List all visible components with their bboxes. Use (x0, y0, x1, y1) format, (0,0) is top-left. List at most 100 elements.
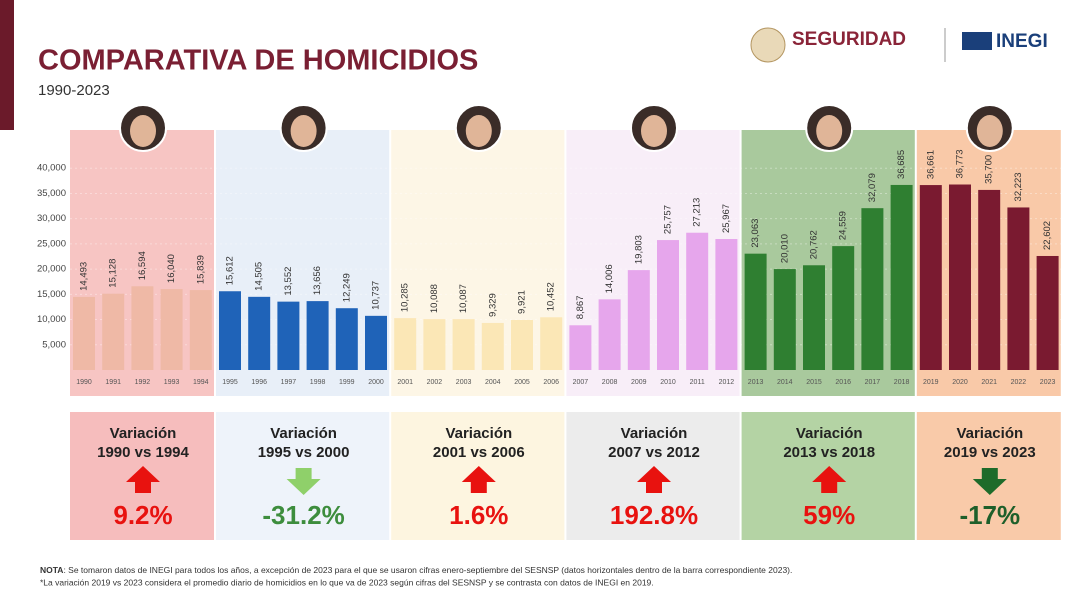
variation-arrow (972, 468, 1007, 495)
period-band (216, 130, 390, 396)
value-label: 23,063 (750, 219, 761, 248)
bar (423, 319, 446, 370)
variation-title: Variación (110, 425, 177, 442)
bar (832, 246, 855, 370)
bar (452, 319, 475, 370)
value-label: 36,685 (896, 150, 907, 179)
value-label: 22,602 (1042, 221, 1053, 250)
value-label: 19,803 (633, 235, 644, 264)
x-tick-label: 2009 (631, 379, 647, 386)
x-tick-label: 2023 (1040, 379, 1056, 386)
x-tick-label: 1998 (310, 379, 326, 386)
value-label: 13,656 (312, 266, 323, 295)
bar (715, 239, 738, 370)
portrait-face (641, 115, 667, 147)
portrait-face (465, 115, 492, 147)
variation-value: -31.2% (262, 500, 344, 530)
bar (861, 208, 884, 370)
y-tick-label: 15,000 (37, 289, 66, 300)
y-tick-label: 5,000 (42, 339, 66, 350)
x-tick-label: 2021 (981, 379, 997, 386)
x-tick-label: 2002 (427, 379, 443, 386)
x-tick-label: 2018 (894, 379, 910, 386)
variation-value: 1.6% (449, 500, 508, 530)
x-tick-label: 2010 (660, 379, 676, 386)
bar (511, 319, 533, 370)
x-tick-label: 2012 (719, 379, 735, 386)
value-label: 8,867 (575, 295, 586, 319)
logo-seguridad: SEGURIDAD (792, 29, 906, 50)
bar (686, 232, 709, 370)
value-label: 10,737 (371, 281, 382, 310)
variation-value: 192.8% (610, 500, 698, 530)
value-label: 27,213 (692, 198, 703, 227)
value-label: 25,967 (721, 204, 732, 233)
y-tick-label: 35,000 (37, 188, 66, 199)
value-label: 10,087 (458, 284, 469, 313)
bar (248, 296, 271, 370)
variation-title: Variación (270, 425, 337, 442)
portrait-face (290, 115, 317, 147)
bar (803, 265, 825, 370)
variation-arrow (461, 466, 496, 493)
bar (773, 269, 796, 370)
variation-range: 2019 vs 2023 (944, 444, 1036, 461)
x-tick-label: 2004 (485, 379, 501, 386)
variation-value: 9.2% (113, 500, 172, 530)
variation-arrow (126, 466, 160, 493)
value-label: 14,006 (604, 264, 615, 293)
x-tick-label: 2001 (397, 379, 413, 386)
y-tick-label: 40,000 (37, 163, 66, 174)
bar (627, 270, 650, 370)
y-tick-label: 20,000 (37, 264, 66, 275)
portrait-face (130, 115, 156, 147)
bar (919, 185, 942, 370)
variation-range: 2007 vs 2012 (608, 444, 700, 461)
x-tick-label: 2016 (835, 379, 851, 386)
bar (102, 293, 125, 370)
variation-range: 1995 vs 2000 (258, 444, 350, 461)
variation-range: 2013 vs 2018 (783, 444, 875, 461)
x-tick-label: 2022 (1011, 379, 1027, 386)
value-label: 10,452 (546, 282, 557, 311)
x-tick-label: 2013 (748, 379, 764, 386)
bar (569, 325, 592, 370)
value-label: 32,223 (1013, 172, 1024, 201)
bar (131, 286, 154, 370)
variation-title: Variación (621, 425, 688, 442)
bar (219, 291, 241, 370)
note-text: : Se tomaron datos de INEGI para todos l… (63, 565, 792, 575)
value-label: 15,839 (195, 255, 206, 284)
variation-range: 1990 vs 1994 (97, 444, 189, 461)
bar (657, 240, 679, 370)
x-tick-label: 2003 (456, 379, 472, 386)
x-tick-label: 1991 (105, 379, 121, 386)
value-label: 15,612 (225, 256, 236, 285)
x-tick-label: 2014 (777, 379, 793, 386)
portrait-face (816, 115, 843, 147)
footnote: *La variación 2019 vs 2023 considera el … (40, 577, 654, 587)
bar (189, 290, 212, 370)
bar (277, 301, 300, 370)
value-label: 14,505 (254, 262, 265, 291)
value-label: 24,559 (838, 211, 849, 240)
variation-arrow (812, 466, 847, 493)
bar (540, 317, 563, 370)
value-label: 16,040 (166, 254, 177, 283)
logo-inegi: INEGI (996, 31, 1048, 52)
value-label: 20,010 (779, 234, 790, 263)
value-label: 36,661 (925, 150, 936, 179)
variation-title: Variación (445, 425, 512, 442)
value-label: 20,762 (809, 230, 820, 259)
note: NOTA: Se tomaron datos de INEGI para tod… (40, 565, 792, 575)
variation-title: Variación (796, 425, 863, 442)
bar (598, 299, 621, 370)
x-tick-label: 2020 (952, 379, 968, 386)
x-tick-label: 2019 (923, 379, 939, 386)
x-tick-label: 2015 (806, 379, 822, 386)
bar (949, 184, 971, 370)
chart-title: COMPARATIVA DE HOMICIDIOS (38, 45, 478, 77)
x-tick-label: 2000 (368, 379, 384, 386)
x-tick-label: 1997 (281, 379, 297, 386)
